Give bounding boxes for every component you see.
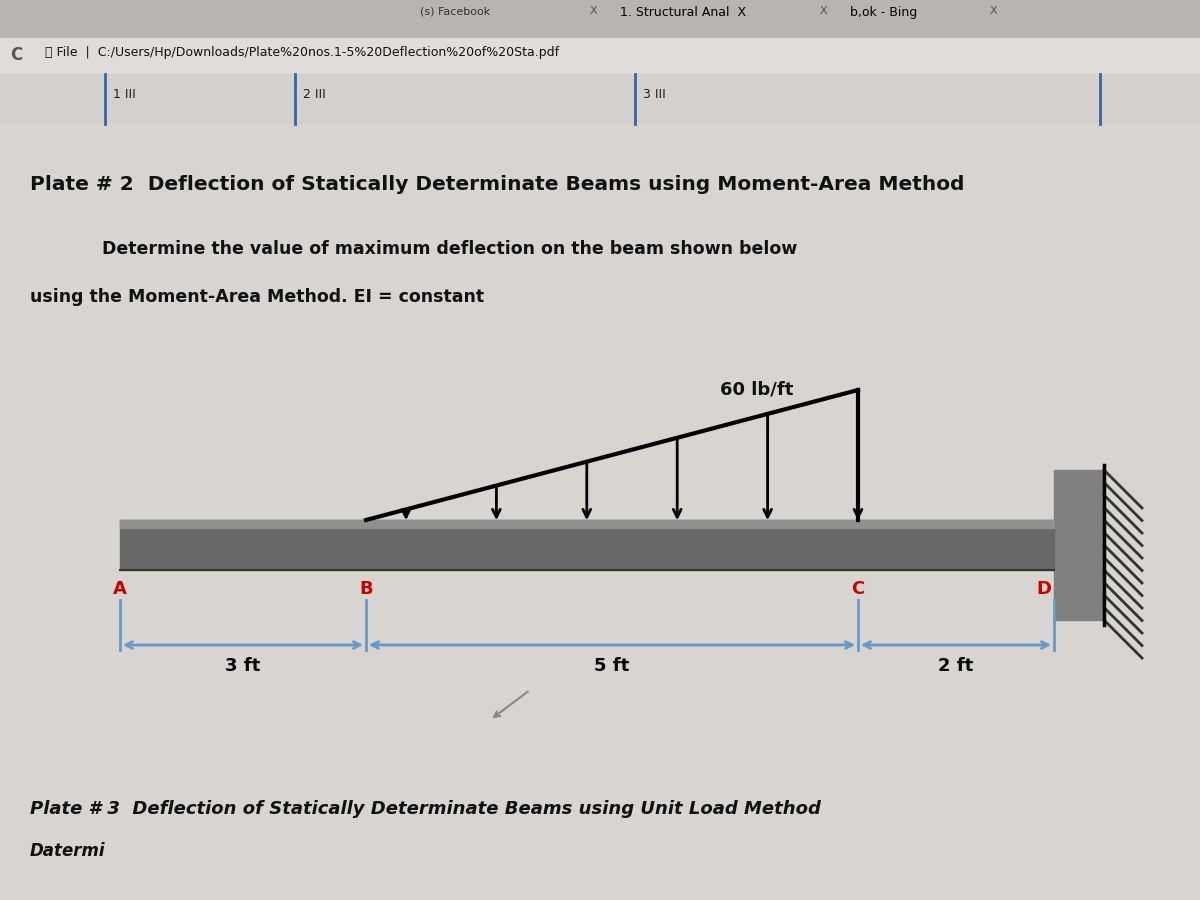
Text: 3 III: 3 III — [643, 88, 666, 101]
Bar — [120, 520, 1054, 570]
Text: B: B — [359, 580, 373, 598]
Text: C: C — [10, 46, 23, 64]
Text: 2 III: 2 III — [302, 88, 325, 101]
Text: C: C — [851, 580, 865, 598]
Text: Datermi: Datermi — [30, 842, 106, 860]
Text: 1 III: 1 III — [113, 88, 136, 101]
Text: D: D — [1037, 580, 1051, 598]
Text: 60 lb/ft: 60 lb/ft — [720, 380, 793, 398]
Text: X: X — [820, 6, 828, 16]
Text: 1. Structural Anal  X: 1. Structural Anal X — [620, 6, 746, 19]
Text: X: X — [590, 6, 598, 16]
Bar — [0, 38, 1200, 74]
Text: 5 ft: 5 ft — [594, 657, 630, 675]
Text: Plate # 3  Deflection of Statically Determinate Beams using Unit Load Method: Plate # 3 Deflection of Statically Deter… — [30, 800, 821, 818]
Text: b,ok - Bing: b,ok - Bing — [850, 6, 917, 19]
Bar — [120, 520, 1054, 528]
Text: A: A — [113, 580, 127, 598]
Bar — [0, 74, 1200, 124]
Text: X: X — [990, 6, 997, 16]
Text: Plate # 2  Deflection of Statically Determinate Beams using Moment-Area Method: Plate # 2 Deflection of Statically Deter… — [30, 175, 965, 194]
Bar — [0, 124, 1200, 900]
Bar — [0, 0, 1200, 38]
Bar — [1054, 470, 1104, 620]
Text: using the Moment-Area Method. EI = constant: using the Moment-Area Method. EI = const… — [30, 288, 484, 306]
Text: 2 ft: 2 ft — [938, 657, 973, 675]
Text: ⓘ File  |  C:/Users/Hp/Downloads/Plate%20nos.1-5%20Deflection%20of%20Sta.pdf: ⓘ File | C:/Users/Hp/Downloads/Plate%20n… — [46, 46, 559, 59]
Text: (s) Facebook: (s) Facebook — [420, 6, 491, 16]
Text: Determine the value of maximum deflection on the beam shown below: Determine the value of maximum deflectio… — [30, 240, 797, 258]
Text: 3 ft: 3 ft — [226, 657, 260, 675]
